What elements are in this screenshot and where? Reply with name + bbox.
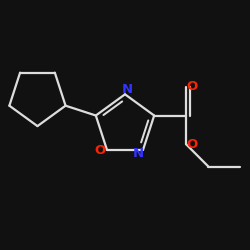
Text: N: N [132, 147, 143, 160]
Text: O: O [187, 138, 198, 151]
Text: O: O [94, 144, 106, 158]
Text: O: O [187, 80, 198, 94]
Text: N: N [122, 83, 133, 96]
